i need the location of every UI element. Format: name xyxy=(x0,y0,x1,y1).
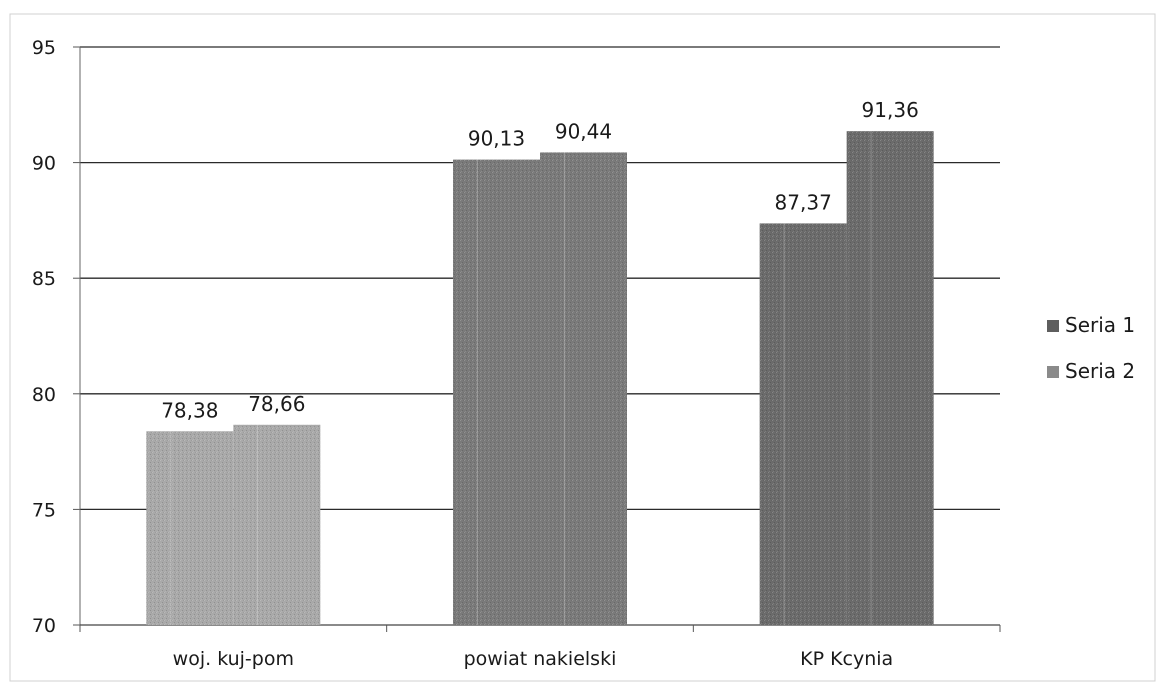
legend: Seria 1 Seria 2 xyxy=(1047,313,1135,383)
bars xyxy=(146,131,934,626)
y-tick-label: 85 xyxy=(32,268,56,290)
x-category-label: KP Kcynia xyxy=(800,648,893,670)
legend-label: Seria 2 xyxy=(1065,359,1135,383)
data-labels: 78,38 78,66 90,13 90,44 87,37 91,36 xyxy=(161,98,919,422)
y-tick-label: 70 xyxy=(32,615,56,637)
legend-label: Seria 1 xyxy=(1065,313,1135,337)
bar-texture xyxy=(759,223,847,626)
data-label: 91,36 xyxy=(862,98,919,122)
bar-texture xyxy=(146,431,234,625)
bar-texture xyxy=(846,131,934,625)
axes: 70 75 80 85 90 95 woj. kuj-pom powiat nakielski… xyxy=(32,37,1001,670)
chart-frame xyxy=(9,13,1156,682)
y-tick-label: 75 xyxy=(32,499,56,521)
x-category-label: woj. kuj-pom xyxy=(173,648,294,670)
y-tick-label: 90 xyxy=(32,153,56,175)
bar-texture xyxy=(453,159,540,625)
x-category-label: powiat nakielski xyxy=(464,648,617,670)
data-label: 90,44 xyxy=(555,119,612,143)
bar-texture xyxy=(540,152,627,626)
legend-swatch xyxy=(1047,366,1059,378)
y-tick-label: 95 xyxy=(32,37,56,59)
data-label: 87,37 xyxy=(775,190,832,214)
data-label: 78,66 xyxy=(248,392,305,416)
legend-swatch xyxy=(1047,320,1059,332)
data-label: 78,38 xyxy=(161,398,218,422)
y-tick-label: 80 xyxy=(32,384,56,406)
data-label: 90,13 xyxy=(468,127,525,151)
bar-texture xyxy=(233,424,321,625)
